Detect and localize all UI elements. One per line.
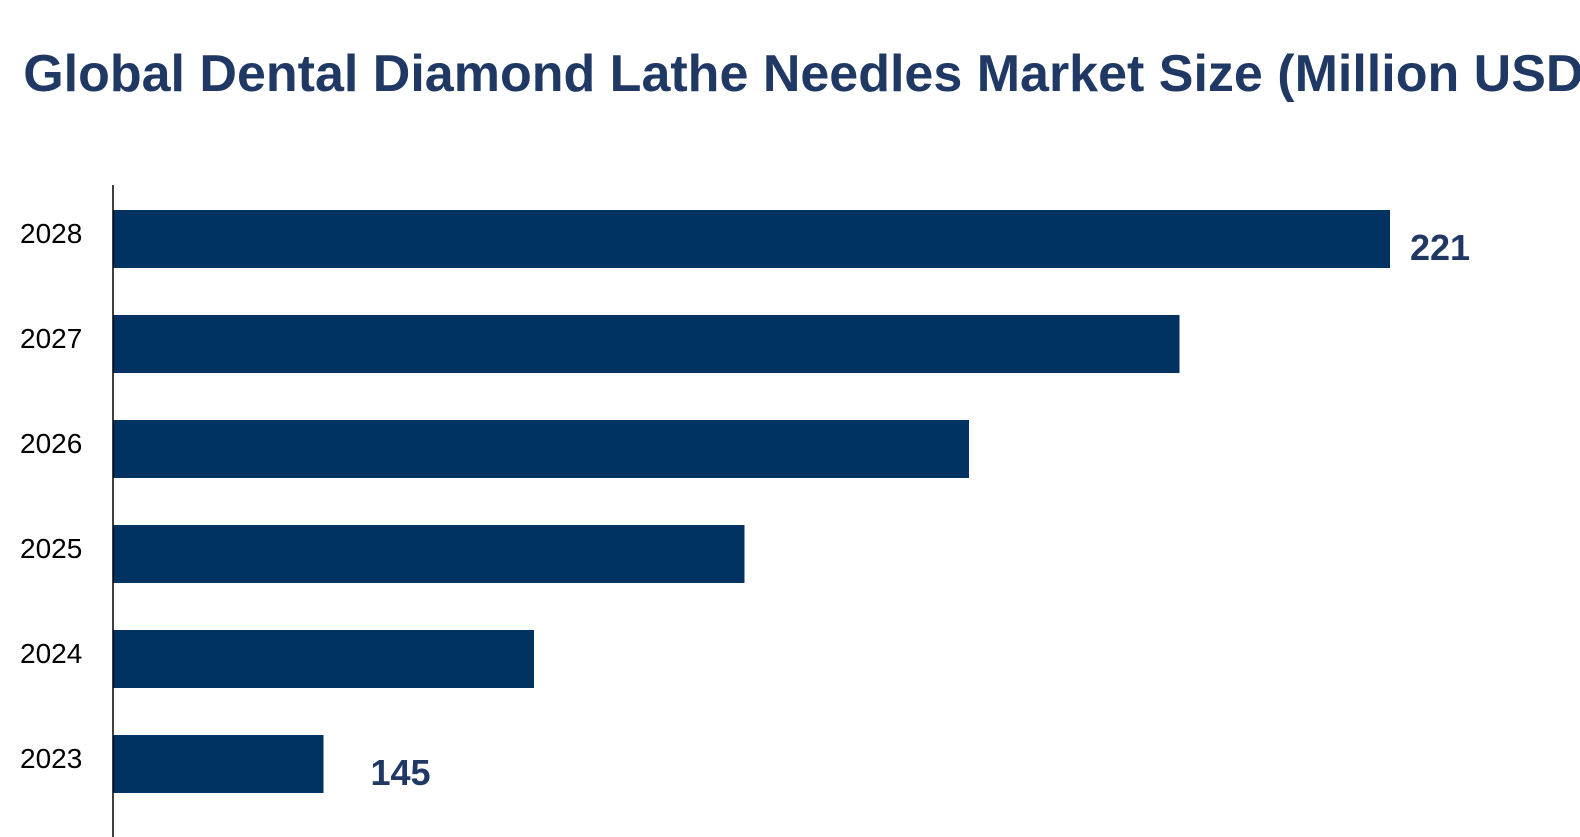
bar-2027: [113, 315, 1180, 373]
tick-label-2025: 2025: [20, 533, 82, 564]
tick-label-2024: 2024: [20, 638, 82, 669]
tick-label-2026: 2026: [20, 428, 82, 459]
bar-2028: [113, 210, 1390, 268]
chart-title: Global Dental Diamond Lathe Needles Mark…: [23, 45, 1580, 103]
tick-label-2028: 2028: [20, 218, 82, 249]
data-label-2023: 145: [370, 752, 430, 793]
data-label-2028: 221: [1410, 227, 1470, 268]
bar-2023: [113, 735, 324, 793]
bar-2024: [113, 630, 534, 688]
bar-2025: [113, 525, 745, 583]
tick-label-2023: 2023: [20, 743, 82, 774]
tick-label-2027: 2027: [20, 323, 82, 354]
bar-2026: [113, 420, 970, 478]
